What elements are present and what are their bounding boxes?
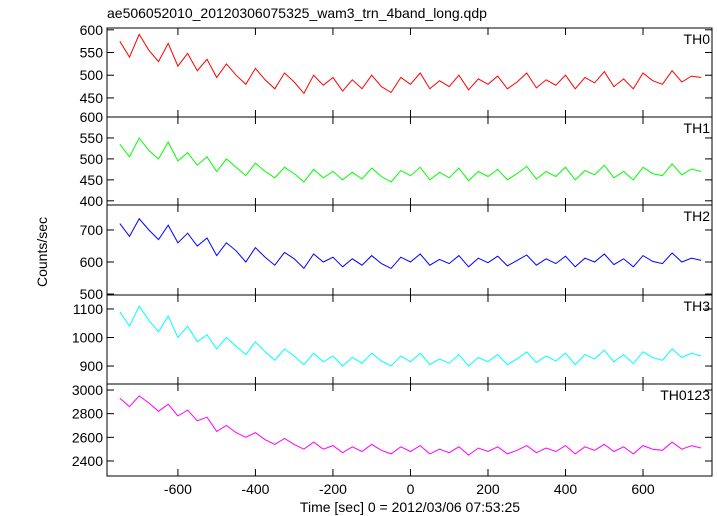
y-tick-label: 1100 — [73, 301, 103, 317]
y-axis-label: Counts/sec — [34, 217, 50, 287]
y-tick-label: 550 — [80, 130, 104, 146]
series-line — [119, 217, 702, 270]
panel-label: TH0 — [684, 31, 711, 47]
series-line — [119, 137, 702, 183]
panel-frame — [106, 116, 713, 206]
x-tick-label: -200 — [319, 481, 347, 497]
y-tick-label: 900 — [80, 358, 104, 374]
y-tick-label: 2600 — [72, 429, 103, 445]
y-tick-label: 600 — [80, 109, 104, 125]
panel-label: TH3 — [684, 298, 711, 314]
y-tick-label: 2400 — [72, 453, 103, 469]
y-tick-label: 600 — [80, 254, 104, 270]
x-tick-label: 200 — [476, 481, 500, 497]
series-line — [119, 395, 702, 456]
panel-frame — [106, 383, 713, 477]
x-tick-label: -400 — [241, 481, 269, 497]
y-tick-label: 2800 — [72, 406, 103, 422]
x-tick-label: 600 — [631, 481, 655, 497]
y-tick-label: 700 — [80, 222, 104, 238]
chart-title: ae506052010_20120306075325_wam3_trn_4ban… — [107, 5, 487, 21]
series-line — [119, 305, 702, 367]
y-tick-label: 500 — [80, 67, 104, 83]
x-tick-label: 400 — [554, 481, 578, 497]
panel-label: TH1 — [684, 120, 711, 136]
panel-label: TH2 — [684, 208, 711, 224]
series-line — [119, 33, 702, 95]
panel-frame — [106, 27, 713, 118]
y-tick-label: 3000 — [72, 382, 103, 398]
y-tick-label: 550 — [80, 45, 104, 61]
y-tick-label: 500 — [80, 286, 104, 302]
y-tick-label: 500 — [80, 151, 104, 167]
x-axis-label: Time [sec] 0 = 2012/03/06 07:53:25 — [300, 499, 520, 515]
panel-frame — [106, 204, 713, 296]
x-tick-label: 0 — [407, 481, 415, 497]
y-tick-label: 1000 — [72, 330, 103, 346]
y-tick-label: 450 — [80, 90, 104, 106]
y-tick-label: 400 — [80, 193, 104, 209]
panel-label: TH0123 — [660, 387, 710, 403]
y-tick-label: 450 — [80, 172, 104, 188]
x-tick-label: -600 — [164, 481, 192, 497]
y-tick-label: 600 — [80, 22, 104, 38]
panel-frame — [106, 294, 713, 385]
